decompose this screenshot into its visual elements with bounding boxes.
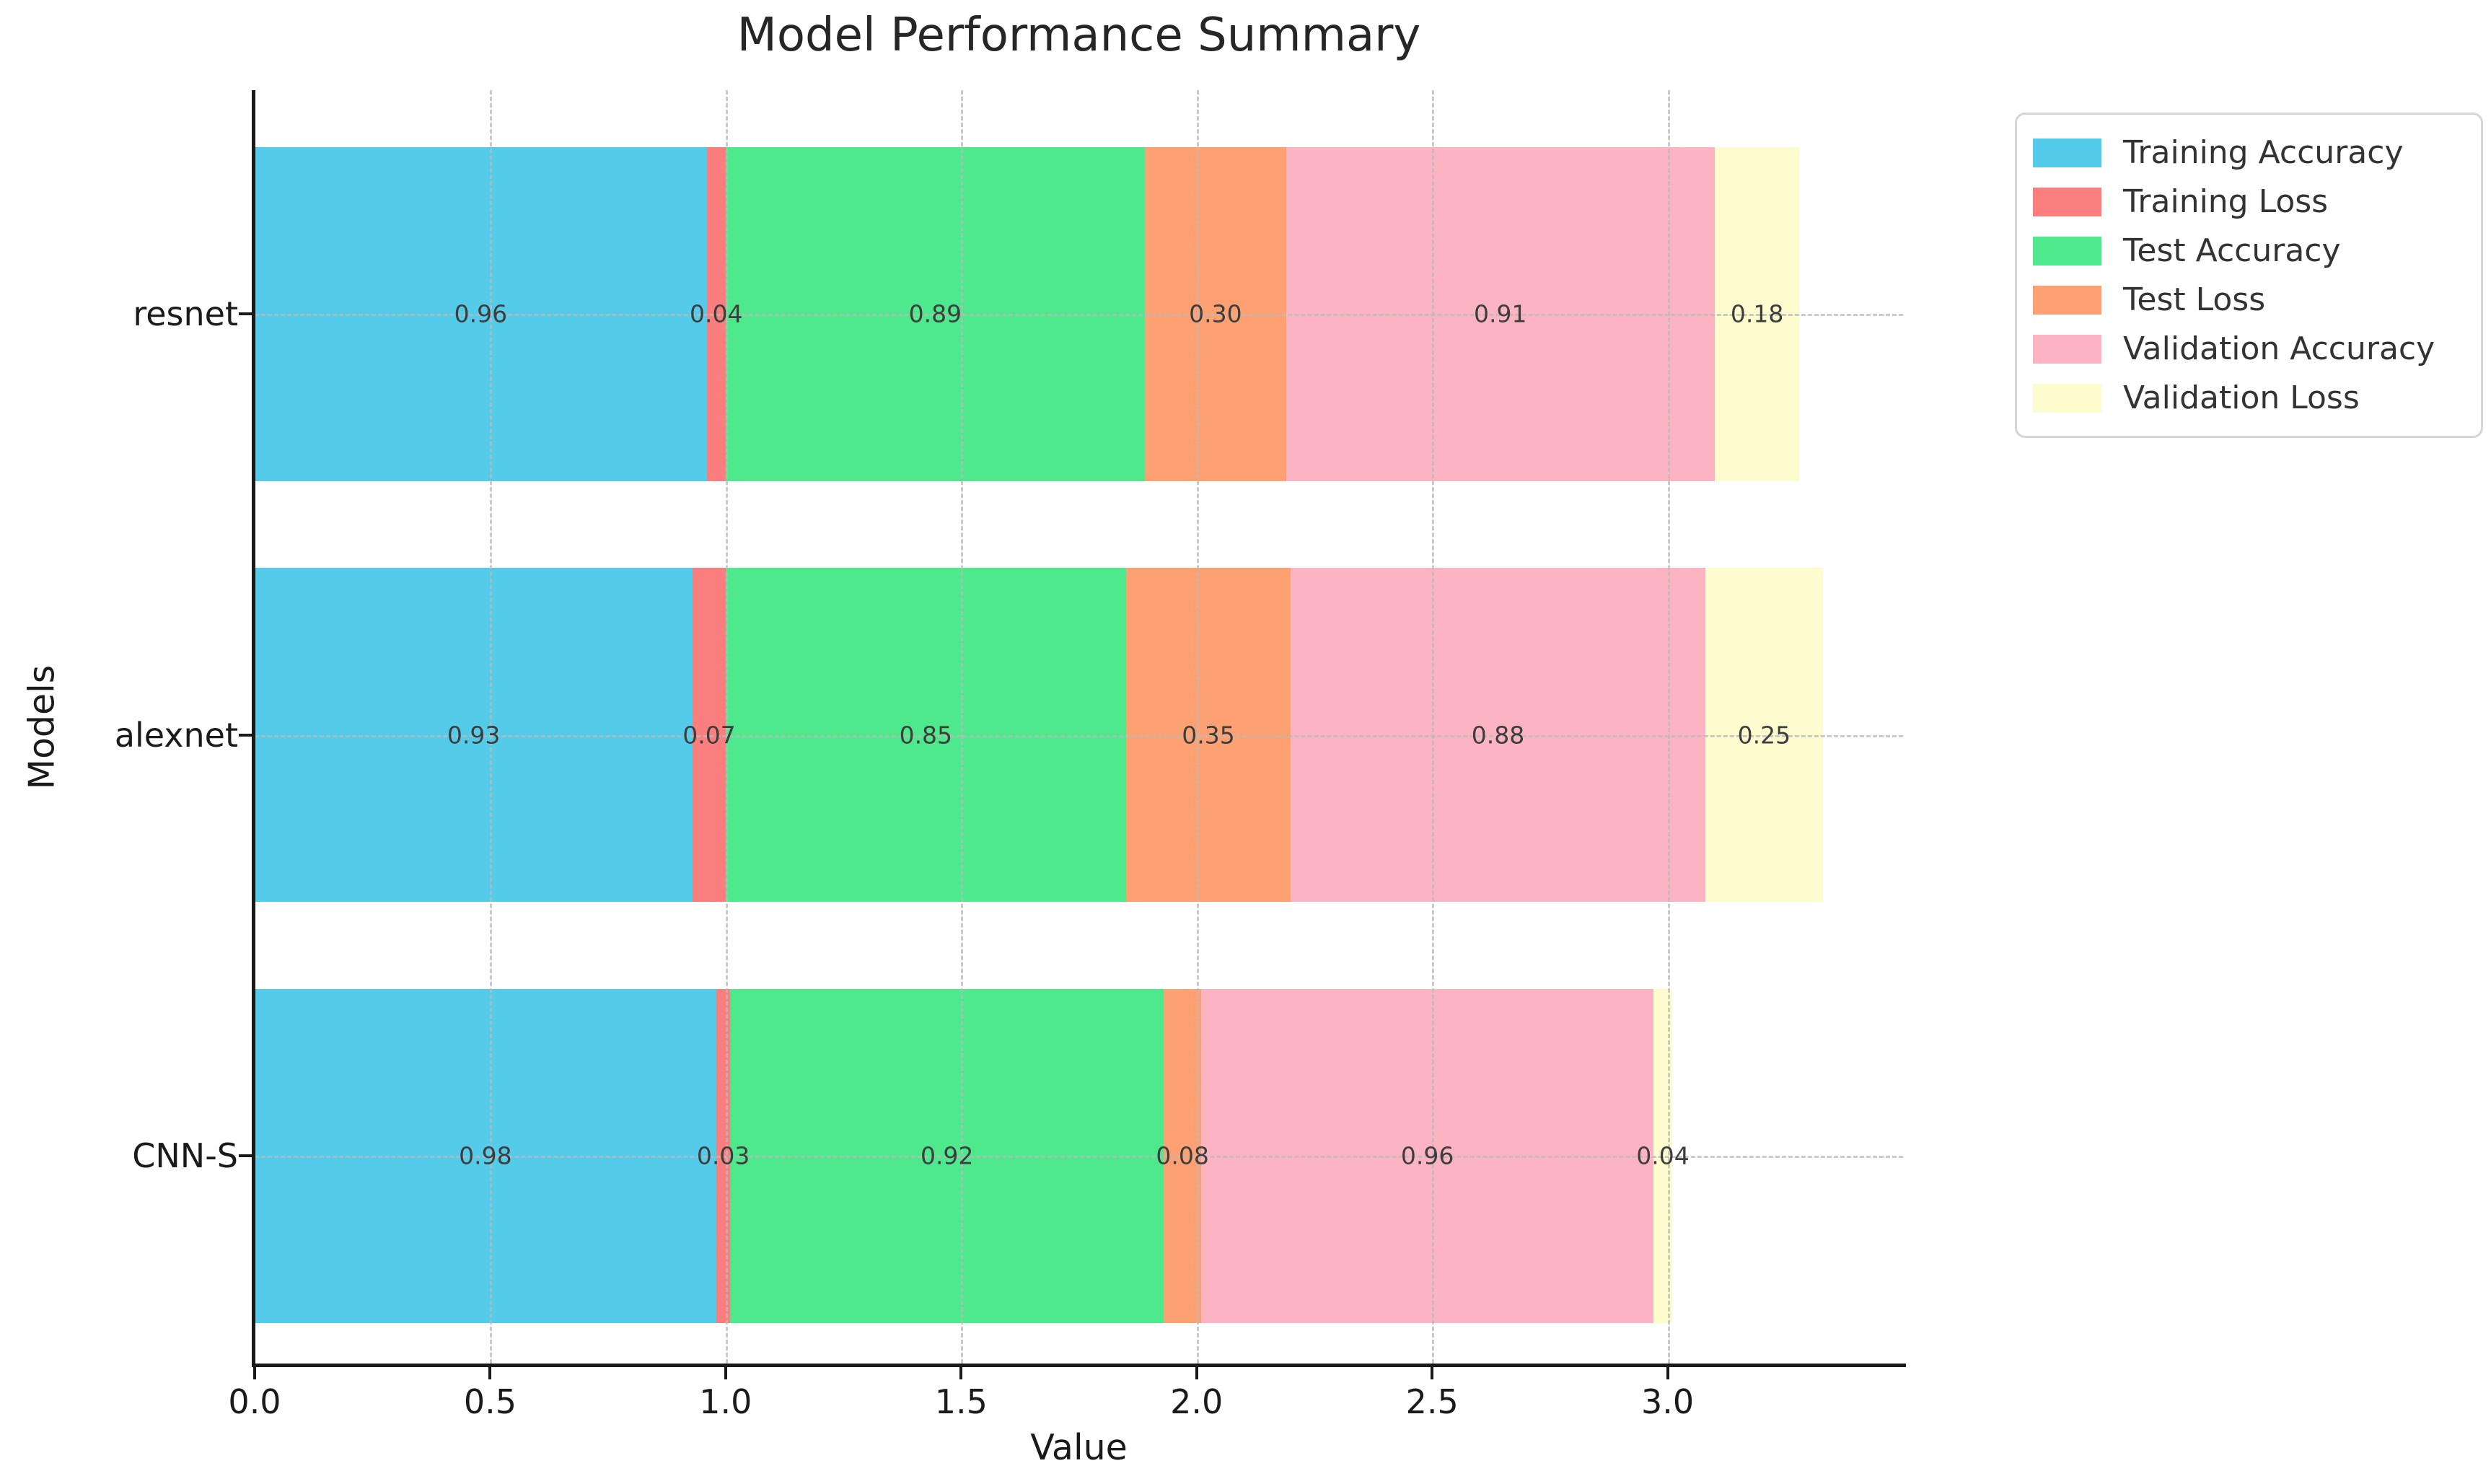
x-axis-spine bbox=[252, 1364, 1906, 1367]
legend: Training Accuracy Training Loss Test Accur… bbox=[2015, 113, 2483, 438]
x-tick-mark bbox=[253, 1364, 256, 1379]
bar-value-label: 0.96 bbox=[454, 299, 508, 328]
gridline-horizontal bbox=[255, 734, 1903, 737]
y-axis-spine bbox=[252, 90, 255, 1367]
gridline-vertical bbox=[1432, 90, 1435, 1364]
x-tick-mark bbox=[959, 1364, 963, 1379]
legend-item: Training Loss bbox=[2033, 183, 2481, 220]
x-tick-label: 0.5 bbox=[463, 1382, 517, 1421]
legend-swatch-icon bbox=[2033, 334, 2101, 364]
bar-value-label: 0.92 bbox=[920, 1141, 974, 1170]
x-tick-mark bbox=[724, 1364, 727, 1379]
legend-swatch-icon bbox=[2033, 187, 2101, 216]
bar-value-label: 0.08 bbox=[1156, 1141, 1209, 1170]
y-category-label-cnn-s: CNN-S bbox=[132, 1136, 238, 1175]
legend-item: Validation Accuracy bbox=[2033, 330, 2481, 367]
x-tick-label: 2.0 bbox=[1170, 1382, 1223, 1421]
y-category-label-alexnet: alexnet bbox=[114, 715, 238, 755]
legend-swatch-icon bbox=[2033, 236, 2101, 265]
legend-swatch-icon bbox=[2033, 383, 2101, 413]
legend-swatch-icon bbox=[2033, 138, 2101, 167]
x-tick-mark bbox=[488, 1364, 492, 1379]
x-tick-label: 1.5 bbox=[934, 1382, 988, 1421]
x-tick-label: 3.0 bbox=[1640, 1382, 1695, 1421]
bar-value-label: 0.04 bbox=[690, 299, 743, 328]
x-tick-label: 0.0 bbox=[228, 1382, 281, 1421]
gridline-vertical bbox=[725, 90, 728, 1364]
bar-value-label: 0.96 bbox=[1400, 1141, 1454, 1170]
legend-label: Test Accuracy bbox=[2123, 232, 2341, 269]
gridline-vertical bbox=[1667, 90, 1670, 1364]
legend-item: Validation Loss bbox=[2033, 379, 2481, 416]
bar-value-label: 0.91 bbox=[1474, 299, 1527, 328]
bar-value-label: 0.85 bbox=[899, 721, 953, 749]
y-category-label-resnet: resnet bbox=[133, 294, 238, 333]
legend-label: Test Loss bbox=[2123, 281, 2266, 318]
x-tick-label: 1.0 bbox=[699, 1382, 752, 1421]
legend-item: Test Accuracy bbox=[2033, 232, 2481, 269]
legend-label: Validation Accuracy bbox=[2123, 330, 2435, 367]
bar-value-label: 0.93 bbox=[447, 721, 501, 749]
legend-label: Training Loss bbox=[2123, 183, 2329, 220]
gridline-vertical bbox=[961, 90, 964, 1364]
bar-value-label: 0.35 bbox=[1182, 721, 1235, 749]
bar-value-label: 0.03 bbox=[696, 1141, 750, 1170]
legend-item: Test Loss bbox=[2033, 281, 2481, 318]
legend-label: Training Accuracy bbox=[2123, 134, 2404, 171]
gridline-horizontal bbox=[255, 1156, 1903, 1158]
x-tick-label: 2.5 bbox=[1405, 1382, 1459, 1421]
x-tick-mark bbox=[1431, 1364, 1434, 1379]
bar-value-label: 0.30 bbox=[1189, 299, 1242, 328]
chart-title: Model Performance Summary bbox=[737, 9, 1421, 62]
bar-value-label: 0.88 bbox=[1471, 721, 1525, 749]
bar-value-label: 0.04 bbox=[1636, 1141, 1690, 1170]
y-axis-label: Models bbox=[21, 664, 63, 790]
gridline-horizontal bbox=[255, 314, 1903, 316]
x-axis-label: Value bbox=[1030, 1427, 1128, 1468]
y-tick-mark bbox=[239, 733, 255, 737]
bar-value-label: 0.18 bbox=[1730, 299, 1784, 328]
bar-value-label: 0.25 bbox=[1737, 721, 1791, 749]
legend-swatch-icon bbox=[2033, 285, 2101, 315]
x-tick-mark bbox=[1666, 1364, 1669, 1379]
gridline-vertical bbox=[1196, 90, 1199, 1364]
bar-value-label: 0.07 bbox=[682, 721, 736, 749]
y-tick-mark bbox=[239, 1154, 255, 1157]
gridline-vertical bbox=[490, 90, 493, 1364]
legend-label: Validation Loss bbox=[2123, 379, 2360, 416]
plot-area: 0.96 0.04 0.89 0.30 0.91 0.18 0.93 0.07 0.85 0.35… bbox=[252, 90, 1906, 1367]
x-tick-mark bbox=[1195, 1364, 1198, 1379]
legend-item: Training Accuracy bbox=[2033, 134, 2481, 171]
bar-value-label: 0.98 bbox=[459, 1141, 512, 1170]
y-tick-mark bbox=[239, 312, 255, 315]
bar-value-label: 0.89 bbox=[908, 299, 962, 328]
